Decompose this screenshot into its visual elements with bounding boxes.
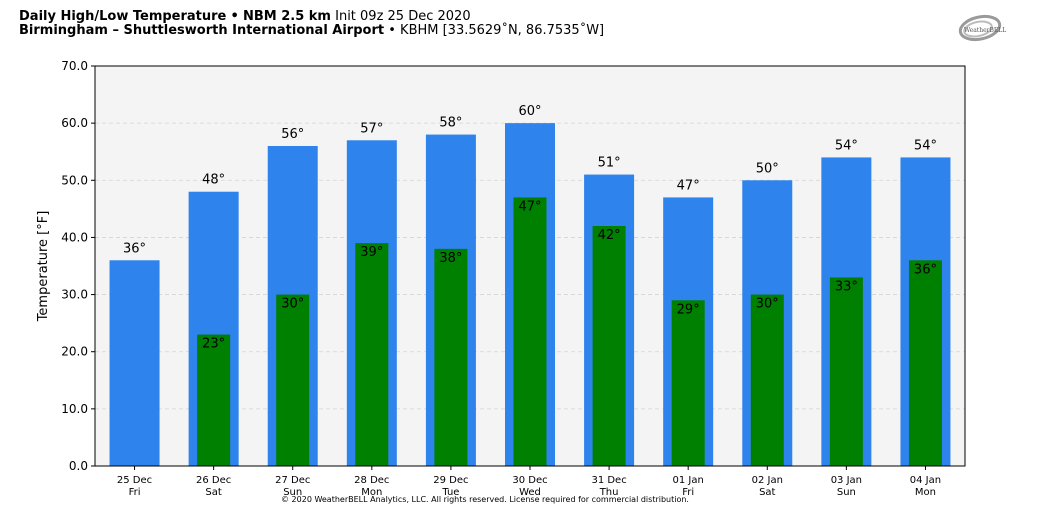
low-label: 33°: [835, 279, 858, 294]
x-tick-weekday: Sun: [283, 487, 302, 498]
x-tick-weekday: Fri: [129, 487, 141, 498]
x-tick-date: 03 Jan: [831, 475, 862, 486]
x-tick-date: 26 Dec: [196, 475, 231, 486]
low-bar: [829, 277, 863, 466]
title-separator: •: [230, 9, 239, 24]
x-tick-date: 02 Jan: [752, 475, 783, 486]
y-tick-label: 20.0: [61, 345, 88, 359]
x-tick-weekday: Sun: [837, 487, 856, 498]
location-separator: •: [388, 23, 396, 38]
high-label: 36°: [123, 241, 146, 256]
location-line: Birmingham – Shuttlesworth International…: [19, 23, 604, 38]
high-bar: [109, 260, 160, 466]
x-tick-date: 29 Dec: [433, 475, 468, 486]
x-tick-date: 31 Dec: [591, 475, 626, 486]
x-tick-weekday: Tue: [441, 487, 459, 498]
low-label: 38°: [439, 251, 462, 266]
x-tick-date: 28 Dec: [354, 475, 389, 486]
y-axis-label: Temperature [°F]: [36, 211, 51, 323]
low-label: 36°: [914, 262, 937, 277]
low-bar: [750, 294, 784, 466]
high-label: 54°: [835, 138, 858, 153]
x-tick-weekday: Sat: [759, 487, 775, 498]
y-tick-label: 30.0: [61, 288, 88, 302]
high-label: 47°: [677, 178, 700, 193]
x-tick-weekday: Wed: [519, 487, 541, 498]
chart-title: Daily High/Low Temperature: [19, 9, 227, 24]
low-label: 29°: [677, 302, 700, 317]
low-label: 47°: [518, 199, 541, 214]
x-tick-weekday: Mon: [361, 487, 382, 498]
high-label: 56°: [281, 127, 304, 142]
low-label: 39°: [360, 245, 383, 260]
chart-title-line: Daily High/Low Temperature • NBM 2.5 km …: [19, 9, 471, 24]
high-label: 60°: [518, 104, 541, 119]
location-name: Birmingham – Shuttlesworth International…: [19, 23, 385, 38]
x-tick-weekday: Fri: [682, 487, 694, 498]
high-label: 50°: [756, 161, 779, 176]
low-bar: [276, 294, 310, 466]
x-tick-date: 01 Jan: [673, 475, 704, 486]
high-label: 54°: [914, 138, 937, 153]
y-tick-label: 60.0: [61, 116, 88, 130]
x-tick-date: 27 Dec: [275, 475, 310, 486]
y-tick-label: 10.0: [61, 402, 88, 416]
high-label: 48°: [202, 173, 225, 188]
station-info: KBHM [33.5629˚N, 86.7535˚W]: [400, 23, 605, 38]
low-bar: [592, 226, 626, 466]
x-tick-weekday: Mon: [915, 487, 936, 498]
high-label: 51°: [598, 156, 621, 171]
init-time: Init 09z 25 Dec 2020: [335, 9, 471, 24]
low-bar: [513, 197, 547, 466]
x-tick-weekday: Sat: [205, 487, 221, 498]
logo-text: WeatherBELL: [964, 27, 1006, 34]
x-tick-date: 30 Dec: [512, 475, 547, 486]
y-tick-label: 50.0: [61, 173, 88, 187]
low-label: 30°: [756, 297, 779, 312]
low-bar: [434, 248, 468, 466]
low-label: 30°: [281, 297, 304, 312]
x-tick-date: 04 Jan: [910, 475, 941, 486]
low-bar: [908, 260, 942, 466]
low-label: 23°: [202, 337, 225, 352]
high-label: 58°: [439, 116, 462, 131]
low-bar: [197, 334, 231, 466]
low-label: 42°: [598, 228, 621, 243]
x-tick-weekday: Thu: [599, 487, 619, 498]
low-bar: [671, 300, 705, 466]
y-tick-label: 0.0: [69, 459, 88, 473]
weatherbell-logo: WeatherBELL: [958, 14, 1006, 42]
high-label: 57°: [360, 121, 383, 136]
y-tick-label: 40.0: [61, 230, 88, 244]
copyright-notice: © 2020 WeatherBELL Analytics, LLC. All r…: [281, 495, 689, 504]
low-bar: [355, 243, 389, 466]
model-name: NBM 2.5 km: [242, 9, 331, 24]
x-tick-date: 25 Dec: [117, 475, 152, 486]
y-tick-label: 70.0: [61, 59, 88, 73]
